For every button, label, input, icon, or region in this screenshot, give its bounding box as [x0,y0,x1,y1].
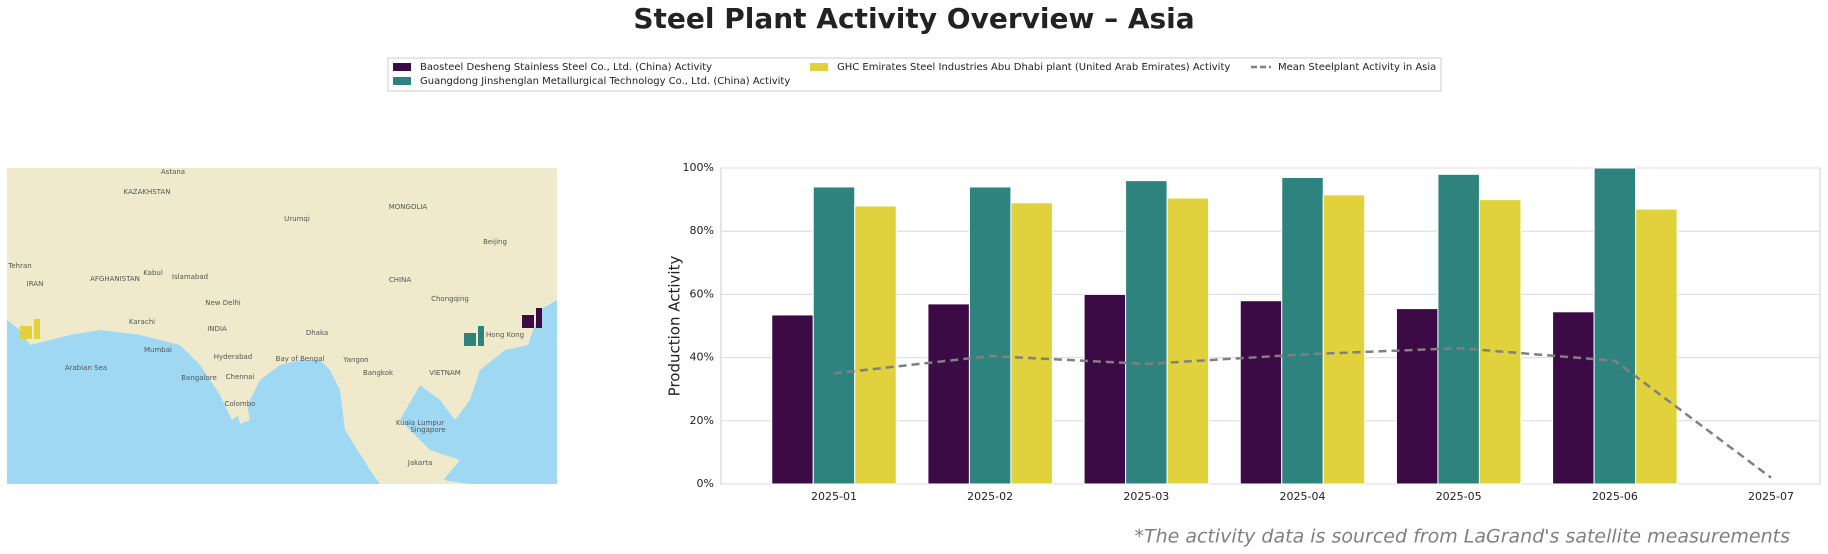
map-label: IRAN [27,280,44,288]
y-tick-label: 60% [690,287,714,300]
x-tick-label: 2025-05 [1436,490,1482,503]
map-label: Karachi [129,318,155,326]
bar [771,314,814,485]
x-tick-label: 2025-03 [1123,490,1169,503]
map-label: Arabian Sea [65,364,107,372]
bar [1322,194,1366,485]
bar [1437,173,1480,485]
map-label: Bangalore [181,374,217,382]
land [400,470,470,484]
map-label: Urumqi [284,215,310,223]
map-label: New Delhi [205,299,241,307]
y-tick-label: 80% [690,224,714,237]
bar [1593,167,1637,485]
map-label: KAZAKHSTAN [124,188,171,196]
land [237,405,250,424]
map-label: Yangon [342,356,368,364]
x-tick-label: 2025-07 [1748,490,1794,503]
y-tick-label: 40% [690,351,714,364]
mean-line [833,346,1772,479]
land [7,168,557,484]
map-label: Islamabad [172,273,208,281]
bar [968,186,1012,485]
map-label: MONGOLIA [389,203,428,211]
map-label: VIETNAM [429,369,461,377]
y-tick-label: 100% [683,161,714,174]
map-label: AFGHANISTAN [90,275,140,283]
map-label: Kuala Lumpur [396,419,444,427]
map-label: Singapore [410,426,445,434]
plant-icon [464,326,484,346]
plant-icon [20,319,40,339]
bar [1010,202,1053,485]
bar [1166,197,1210,485]
map-label: Tehran [7,262,31,270]
legend: Baosteel Desheng Stainless Steel Co., Lt… [393,62,1436,87]
y-axis-label: Production Activity [666,256,684,397]
bar [1635,208,1678,485]
map-label: CHINA [389,276,411,284]
map: Astana KAZAKHSTAN MONGOLIA Urumqi CHINA Beiji… [7,168,557,484]
bar [812,186,856,485]
map-label: Astana [161,168,185,176]
map-label: Hyderabad [214,353,253,361]
map-label: Bangkok [363,369,394,377]
bar [1478,199,1522,485]
bar [1395,308,1439,485]
bar [927,303,970,485]
map-label: Hong Kong [486,331,524,339]
map-label: Mumbai [144,346,172,354]
map-label: Chennai [226,373,255,381]
y-tick-label: 20% [690,414,714,427]
bar [1083,293,1127,485]
x-tick-label: 2025-02 [967,490,1013,503]
map-label: Jakarta [407,459,433,467]
map-label: Chongqing [431,295,469,303]
x-tick-label: 2025-06 [1592,490,1638,503]
y-tick-label: 0% [697,477,714,490]
map-label: Dhaka [306,329,328,337]
map-label: INDIA [207,325,227,333]
legend-label: Baosteel Desheng Stainless Steel Co., Lt… [420,62,712,73]
bar [1125,180,1168,485]
legend-swatch [810,63,828,71]
x-tick-label: 2025-01 [811,490,857,503]
bar [854,205,897,485]
x-tick-label: 2025-04 [1280,490,1326,503]
legend-label: Guangdong Jinshenglan Metallurgical Tech… [420,76,790,87]
bar [1281,176,1324,485]
bar [1552,311,1595,485]
legend-label: GHC Emirates Steel Industries Abu Dhabi … [837,62,1230,73]
bar [1239,300,1283,485]
map-label: Kabul [143,269,163,277]
map-label: Bay of Bengal [276,355,325,363]
plant-icon [522,308,542,328]
legend-swatch [393,77,411,85]
map-label: Beijing [483,238,507,246]
legend-label: Mean Steelplant Activity in Asia [1278,62,1436,73]
footnote: *The activity data is sourced from LaGra… [1134,526,1790,548]
legend-box [387,57,1442,92]
legend-swatch [393,63,411,71]
chart-title: Steel Plant Activity Overview – Asia [633,2,1194,35]
map-label: Colombo [225,400,256,408]
